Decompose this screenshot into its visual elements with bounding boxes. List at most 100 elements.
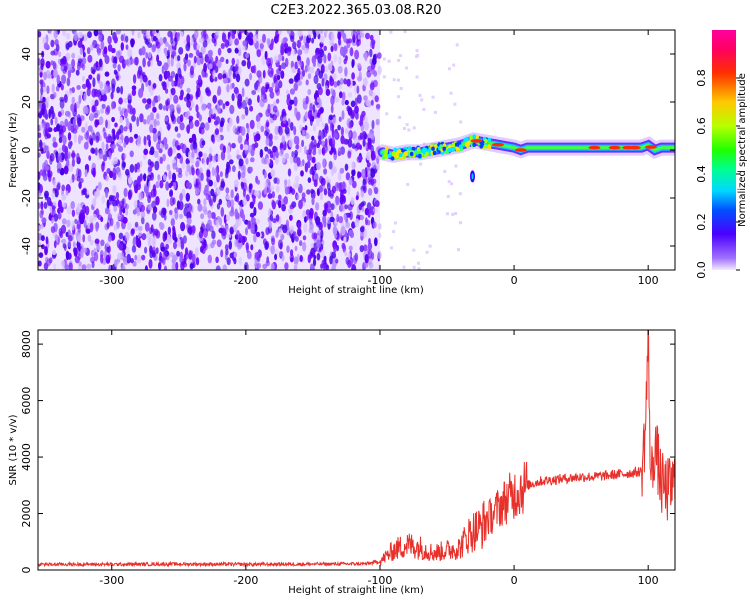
noise-speckle bbox=[399, 87, 403, 90]
noise-blob bbox=[321, 259, 327, 265]
noise-blob bbox=[367, 140, 372, 150]
noise-blob bbox=[207, 116, 212, 124]
noise-blob bbox=[152, 106, 157, 113]
noise-blob bbox=[354, 97, 358, 107]
noise-blob bbox=[150, 188, 156, 198]
noise-blob bbox=[296, 55, 301, 62]
noise-blob bbox=[211, 230, 216, 240]
noise-blob bbox=[70, 124, 75, 133]
noise-blob bbox=[123, 187, 128, 198]
noise-blob bbox=[344, 250, 348, 257]
signal-peak bbox=[628, 145, 641, 150]
noise-speckle bbox=[450, 182, 454, 186]
noise-blob bbox=[307, 30, 313, 39]
noise-blob bbox=[194, 247, 199, 258]
noise-blob bbox=[224, 171, 229, 179]
noise-blob bbox=[242, 45, 247, 51]
signal-speck bbox=[451, 147, 455, 152]
noise-blob bbox=[320, 229, 324, 239]
noise-blob bbox=[185, 42, 191, 52]
noise-blob bbox=[323, 45, 328, 52]
noise-blob bbox=[286, 30, 292, 35]
noise-blob bbox=[127, 48, 133, 58]
noise-blob bbox=[238, 32, 242, 40]
noise-blob bbox=[372, 221, 377, 229]
noise-blob bbox=[157, 174, 161, 180]
noise-blob bbox=[55, 85, 60, 92]
noise-blob bbox=[351, 180, 357, 189]
signal-speck bbox=[469, 134, 474, 140]
noise-blob bbox=[334, 97, 340, 103]
noise-blob bbox=[66, 206, 72, 215]
noise-blob bbox=[51, 110, 55, 120]
noise-blob bbox=[52, 249, 57, 256]
noise-blob bbox=[186, 100, 192, 108]
noise-blob bbox=[176, 250, 181, 257]
noise-blob bbox=[67, 235, 73, 242]
noise-speckle bbox=[451, 212, 455, 216]
noise-blob bbox=[234, 38, 240, 46]
colorbar-tick-label: 0.8 bbox=[695, 69, 708, 87]
noise-blob bbox=[197, 203, 203, 212]
noise-blob bbox=[178, 213, 184, 219]
noise-blob bbox=[68, 163, 74, 172]
noise-blob bbox=[167, 226, 172, 235]
noise-blob bbox=[354, 105, 359, 114]
noise-blob bbox=[71, 58, 76, 68]
noise-blob bbox=[245, 96, 249, 104]
noise-blob bbox=[328, 63, 331, 71]
noise-blob bbox=[215, 219, 220, 228]
noise-blob bbox=[234, 208, 239, 218]
noise-speckle bbox=[385, 112, 389, 116]
noise-blob bbox=[279, 251, 284, 257]
noise-blob bbox=[351, 130, 357, 140]
spectrogram-x-tick-label: -300 bbox=[99, 274, 124, 287]
noise-blob bbox=[255, 80, 260, 87]
noise-blob bbox=[44, 246, 48, 256]
noise-blob bbox=[93, 112, 99, 119]
noise-blob bbox=[62, 55, 67, 65]
noise-blob bbox=[158, 262, 162, 270]
noise-blob bbox=[291, 188, 296, 195]
signal-speck bbox=[418, 153, 422, 159]
noise-blob bbox=[127, 104, 132, 114]
noise-blob bbox=[305, 95, 309, 105]
noise-blob bbox=[85, 106, 89, 115]
noise-blob bbox=[93, 30, 99, 37]
noise-blob bbox=[216, 187, 221, 196]
noise-speckle bbox=[397, 58, 401, 62]
noise-blob bbox=[250, 224, 255, 234]
noise-blob bbox=[203, 239, 207, 249]
noise-blob bbox=[290, 121, 294, 131]
noise-blob bbox=[299, 255, 303, 262]
noise-speckle bbox=[392, 230, 396, 234]
noise-blob bbox=[53, 91, 57, 99]
noise-blob bbox=[229, 104, 235, 115]
signal-blob-core bbox=[471, 173, 474, 180]
signal-peak bbox=[588, 145, 601, 150]
noise-blob bbox=[166, 198, 170, 208]
noise-blob bbox=[179, 192, 183, 202]
noise-blob bbox=[238, 158, 244, 167]
noise-blob bbox=[356, 94, 362, 104]
noise-blob bbox=[348, 92, 353, 98]
noise-blob bbox=[158, 74, 163, 82]
noise-blob bbox=[118, 97, 123, 105]
noise-blob bbox=[42, 37, 47, 44]
noise-blob bbox=[193, 40, 198, 50]
noise-blob bbox=[147, 195, 152, 204]
noise-blob bbox=[364, 207, 369, 216]
noise-blob bbox=[179, 257, 183, 263]
noise-blob bbox=[340, 30, 344, 36]
spectrogram-signal-trace bbox=[374, 132, 675, 183]
noise-blob bbox=[204, 53, 209, 62]
noise-blob bbox=[118, 200, 125, 209]
noise-blob bbox=[167, 236, 173, 245]
noise-blob bbox=[293, 256, 299, 266]
noise-blob bbox=[78, 261, 82, 267]
noise-blob bbox=[196, 55, 202, 66]
noise-blob bbox=[133, 57, 139, 66]
noise-blob bbox=[227, 154, 232, 161]
noise-blob bbox=[59, 230, 64, 239]
noise-blob bbox=[113, 205, 117, 212]
